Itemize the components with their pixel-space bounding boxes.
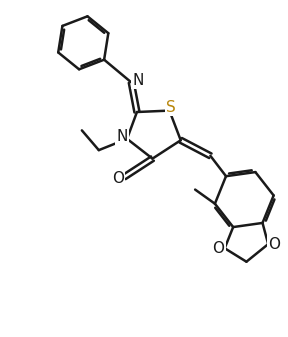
- Text: N: N: [116, 128, 128, 144]
- Text: O: O: [268, 237, 281, 252]
- Text: N: N: [133, 72, 144, 88]
- Text: O: O: [213, 241, 224, 256]
- Text: S: S: [166, 100, 176, 115]
- Text: O: O: [112, 171, 124, 186]
